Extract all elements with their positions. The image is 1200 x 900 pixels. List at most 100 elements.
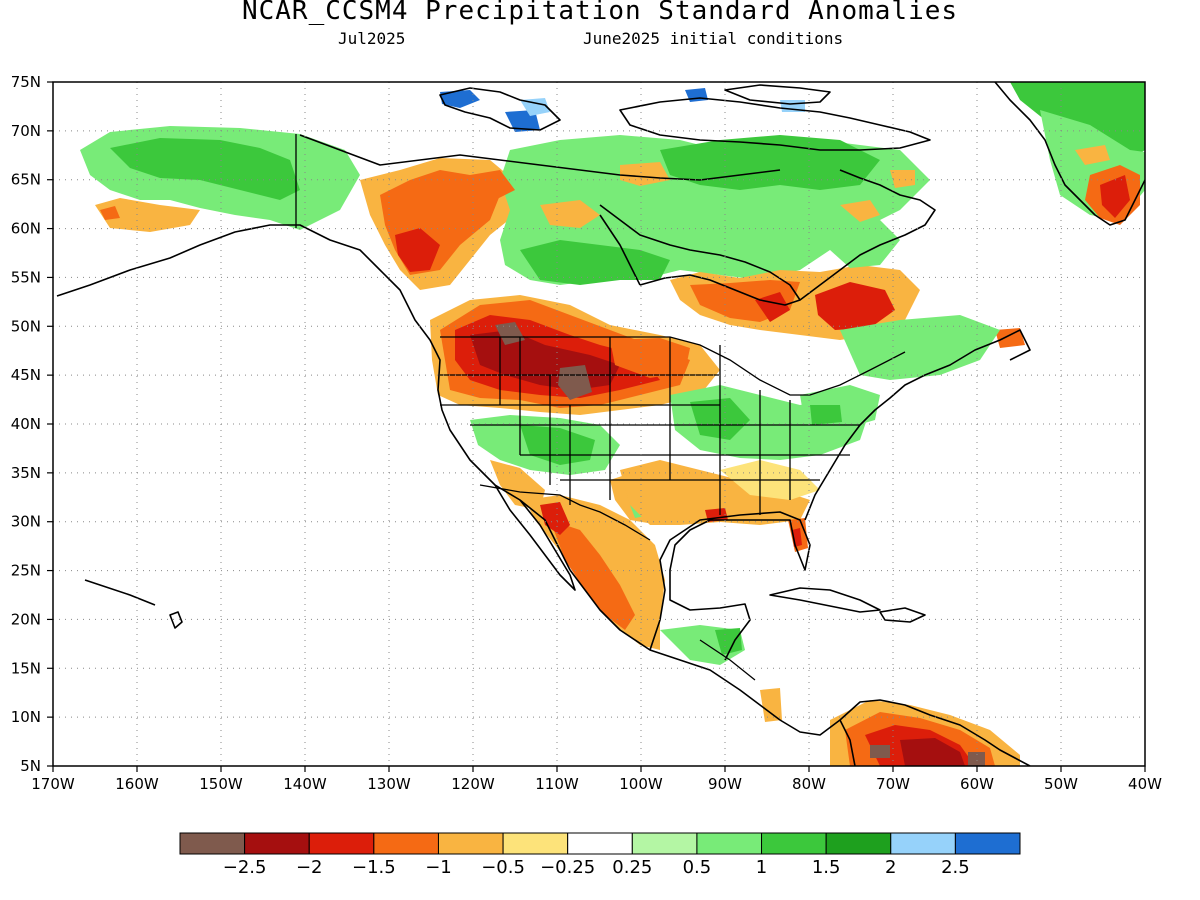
labrador-strong-dry [815,282,895,330]
lat-tick-label: 40N [11,415,41,433]
colorbar-swatch [373,832,439,855]
colorbar-swatch [825,832,892,855]
labrador-coast [799,169,936,301]
lon-tick-label: 50W [1044,775,1078,793]
arctic-islands-3 [724,84,831,105]
latitude-labels: 75N 70N 65N 60N 55N 50N 45N 40N 35N 30N 25N 20N 15N 1… [11,73,53,775]
lat-tick-label: 25N [11,562,41,580]
initial-conditions: June2025 initial conditions [583,29,844,48]
colorbar-label: 1.5 [812,857,841,878]
labrador-north-dry-2 [890,170,915,188]
alaska-core-wet [110,138,300,200]
central-america-wet-core [715,628,742,655]
idaho-extreme-dry [495,322,525,345]
us-mexico-border [479,484,651,541]
lon-tick-label: 150W [199,775,243,793]
bc-strong-dry [395,228,440,272]
longitude-labels: 170W 160W 150W 140W 130W 120W 110W 100W 90W 80W 70… [31,766,1162,793]
lat-tick-label: 75N [11,73,41,91]
lon-tick-label: 40W [1128,775,1162,793]
lat-tick-label: 20N [11,610,41,628]
montana-extreme-dry [558,365,592,400]
lat-tick-label: 15N [11,659,41,677]
colorbar-swatch [179,832,246,855]
hudson-bay-dry-3 [470,170,515,200]
lon-tick-label: 130W [367,775,411,793]
arctic-wet-core [660,135,880,190]
lon-tick-label: 90W [708,775,742,793]
colorbar-swatch [502,832,569,855]
colorbar-label: 2 [885,857,896,878]
hawaii-1 [169,611,183,629]
colorbar-label: −2 [296,857,323,878]
lat-tick-label: 65N [11,171,41,189]
northeast-wet [840,315,1000,380]
arctic-coast [299,134,781,181]
lon-tick-label: 70W [876,775,910,793]
colorbar-swatch [631,832,698,855]
colorbar-swatch [244,832,310,855]
hudson-bay-dry-1 [620,162,670,186]
map-title: NCAR_CCSM4 Precipitation Standard Anomal… [241,0,959,26]
lon-tick-label: 60W [960,775,994,793]
colorbar-swatch [696,832,763,855]
baja-strong-dry [540,502,570,535]
lat-tick-label: 50N [11,317,41,335]
lon-tick-label: 160W [115,775,159,793]
lon-tick-label: 110W [535,775,579,793]
colorbar-swatch [761,832,827,855]
lat-tick-label: 10N [11,708,41,726]
greenland-strong-dry [1100,175,1130,218]
lon-tick-label: 100W [619,775,663,793]
lon-tick-label: 80W [792,775,826,793]
mexico-central-america-border [699,639,756,681]
arctic-blue-3 [520,98,550,116]
lat-tick-label: 55N [11,268,41,286]
hudson-bay-dry-2 [540,200,600,228]
colorbar-label: −2.5 [223,857,267,878]
lon-tick-label: 140W [283,775,327,793]
greenland-light-dry [1075,145,1110,165]
lat-tick-label: 5N [20,757,41,775]
hudson-bay-west [599,214,641,286]
colorbar-label: −0.5 [481,857,525,878]
hudson-wet-core [520,240,670,285]
colorbar-label: 0.5 [683,857,712,878]
colorbar-label: −1 [425,857,452,878]
labrador-north-dry [840,200,880,222]
arctic-blue-1 [440,90,480,108]
cuba [769,587,881,613]
venezuela-extreme-1 [870,745,890,758]
south-america-coast [839,719,856,766]
alaska-south-core [100,206,120,220]
colorbar-swatch [890,832,956,855]
coastlines [56,82,1145,766]
greenland-coast [994,82,1145,226]
us-canada-border [440,336,906,396]
arctic-islands-1 [439,87,561,131]
newfoundland-dry [995,328,1025,348]
quebec-strong-dry [755,292,790,322]
alaska-coast [56,224,1031,766]
political-borders [295,134,906,681]
great-lakes-wet [810,405,842,425]
hispaniola [879,607,926,623]
colorbar-label: 0.25 [612,857,652,878]
mexico-dry-core [550,520,635,630]
lon-tick-label: 120W [451,775,495,793]
forecast-month: Jul2025 [338,29,406,48]
venezuela-extreme-2 [968,752,985,766]
colorbar: −2.5 −2 −1.5 −1 −0.5 −0.25 0.25 0.5 1 1.5 2 2.5 [179,832,1021,878]
southeast-dry [620,460,810,525]
baja-coast [494,484,576,591]
arctic-islands-2 [619,97,931,151]
colorbar-swatch [308,832,375,855]
colorbar-swatch [954,832,1021,855]
colorbar-label: −0.25 [540,857,595,878]
hudson-bay-coast [599,204,801,306]
colorbar-swatch [567,832,633,855]
alaska-south-dry [95,198,200,232]
east-coast [804,329,1031,521]
lat-tick-label: 60N [11,220,41,238]
